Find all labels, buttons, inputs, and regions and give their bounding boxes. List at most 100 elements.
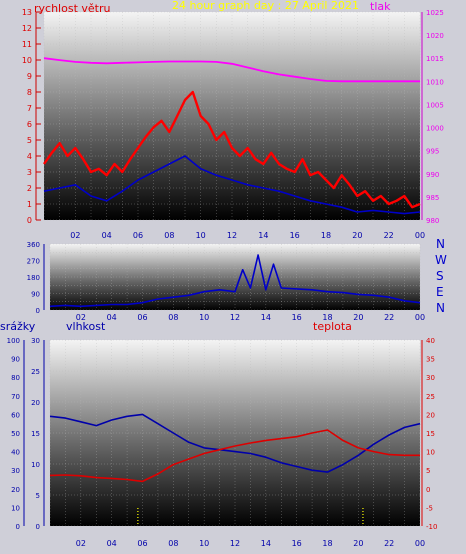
y-tick-label-humidity: 5 (36, 492, 40, 500)
direction-label-w: W (435, 253, 447, 267)
y-tick-label-rain: 10 (11, 504, 20, 512)
y-tick-label-pressure: 1000 (426, 125, 444, 133)
y-tick-label-temperature: 5 (426, 467, 430, 475)
x-tick-label: 16 (292, 539, 302, 548)
x-tick-label: 02 (76, 313, 86, 322)
y-tick-label-pressure: 985 (426, 194, 439, 202)
y-tick-label-humidity: 20 (31, 399, 40, 407)
wind-direction-line (49, 254, 421, 308)
y-tick-label-direction: 90 (31, 291, 40, 299)
x-tick-label: 16 (290, 231, 300, 240)
x-tick-label: 10 (196, 231, 206, 240)
x-tick-label: 20 (353, 539, 363, 548)
x-tick-label: 12 (227, 231, 237, 240)
y-tick-label-wind: 7 (27, 104, 32, 113)
y-tick-label-wind: 2 (27, 184, 32, 193)
y-tick-label-pressure: 1015 (426, 55, 444, 63)
x-tick-label: 00 (415, 539, 425, 548)
y-tick-label-rain: 50 (11, 430, 20, 438)
x-tick-label: 08 (164, 231, 174, 240)
pressure-line (43, 57, 420, 83)
x-tick-label: 08 (168, 539, 178, 548)
direction-label-s: S (436, 269, 444, 283)
x-tick-label: 02 (70, 231, 80, 240)
x-tick-label: 20 (352, 231, 362, 240)
wind-gust-line (43, 155, 421, 215)
y-tick-label-rain: 0 (16, 523, 20, 531)
y-tick-label-temperature: -10 (426, 523, 437, 531)
x-tick-label: 16 (292, 313, 302, 322)
x-tick-label: 04 (107, 313, 117, 322)
y-tick-label-pressure: 1010 (426, 78, 444, 86)
y-tick-label-wind: 9 (27, 72, 32, 81)
y-tick-label-humidity: 0 (36, 523, 40, 531)
x-tick-label: 10 (199, 313, 209, 322)
y-tick-label-temperature: 0 (426, 486, 430, 494)
chart-date-title: 24 hour graph day : 27 April 2021 (172, 0, 359, 12)
x-tick-label: 22 (384, 539, 394, 548)
y-tick-label-direction: 270 (27, 258, 40, 266)
y-tick-label-wind: 10 (22, 56, 32, 65)
x-tick-label: 12 (230, 313, 240, 322)
x-tick-label: 18 (322, 539, 332, 548)
x-tick-label: 12 (230, 539, 240, 548)
x-tick-label: 22 (384, 231, 394, 240)
y-tick-label-temperature: 40 (426, 337, 435, 345)
x-tick-label: 22 (384, 313, 394, 322)
y-tick-label-direction: 180 (27, 274, 40, 282)
x-tick-label: 14 (261, 313, 271, 322)
y-tick-label-temperature: 15 (426, 430, 435, 438)
y-tick-label-rain: 90 (11, 356, 20, 364)
x-tick-label: 14 (258, 231, 268, 240)
x-tick-label: 18 (322, 313, 332, 322)
y-tick-label-wind: 11 (22, 40, 32, 49)
y-tick-label-wind: 5 (27, 136, 32, 145)
temperature-title: teplota (313, 320, 352, 333)
y-tick-label-wind: 3 (27, 168, 32, 177)
y-tick-label-pressure: 1025 (426, 9, 444, 17)
y-tick-label-temperature: 35 (426, 356, 435, 364)
x-tick-label: 06 (137, 539, 147, 548)
y-tick-label-temperature: 25 (426, 393, 435, 401)
y-tick-label-humidity: 25 (31, 368, 40, 376)
data-series (43, 57, 421, 526)
y-tick-label-temperature: 20 (426, 411, 435, 419)
direction-label-e: E (436, 285, 444, 299)
y-tick-label-pressure: 980 (426, 217, 439, 225)
temperature-line (49, 429, 420, 483)
y-tick-label-humidity: 30 (31, 337, 40, 345)
y-tick-label-rain: 100 (7, 337, 20, 345)
y-tick-label-temperature: 30 (426, 374, 435, 382)
y-tick-label-wind: 12 (22, 24, 32, 33)
wind-speed-line (43, 90, 421, 209)
direction-label-n-top: N (436, 237, 445, 251)
rain-title: srážky (0, 320, 36, 333)
y-tick-label-wind: 0 (27, 216, 32, 225)
x-tick-label: 08 (168, 313, 178, 322)
y-tick-label-humidity: 10 (31, 461, 40, 469)
y-tick-label-pressure: 995 (426, 148, 439, 156)
y-tick-label-rain: 20 (11, 486, 20, 494)
y-tick-label-rain: 40 (11, 449, 20, 457)
x-tick-label: 14 (261, 539, 271, 548)
y-tick-label-humidity: 15 (31, 430, 40, 438)
y-tick-label-rain: 70 (11, 393, 20, 401)
humidity-title: vlhkost (66, 320, 106, 333)
wind-panel-background (44, 12, 420, 220)
pressure-title: tlak (370, 0, 391, 13)
y-tick-label-wind: 6 (27, 120, 32, 129)
x-tick-label: 18 (321, 231, 331, 240)
y-tick-label-wind: 4 (27, 152, 32, 161)
direction-label-n-bottom: N (436, 301, 445, 315)
x-tick-label: 04 (107, 539, 117, 548)
y-tick-label-rain: 60 (11, 411, 20, 419)
y-tick-label-direction: 0 (36, 307, 40, 315)
y-tick-label-temperature: -5 (426, 504, 433, 512)
y-tick-label-temperature: 10 (426, 449, 435, 457)
y-tick-label-pressure: 990 (426, 171, 439, 179)
y-tick-label-rain: 80 (11, 374, 20, 382)
x-tick-label: 06 (133, 231, 143, 240)
x-tick-label: 00 (415, 231, 425, 240)
